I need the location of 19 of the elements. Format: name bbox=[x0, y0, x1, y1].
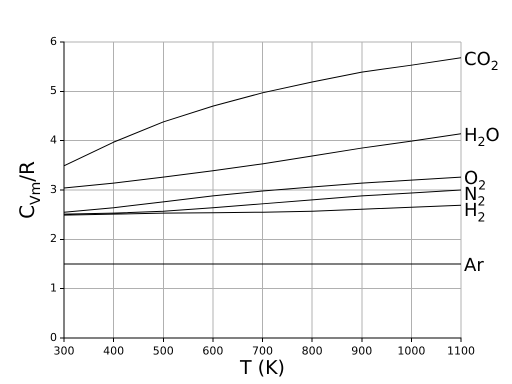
y-tick-label: 3 bbox=[50, 182, 57, 196]
y-tick-label: 4 bbox=[50, 134, 57, 147]
y-tick-label: 6 bbox=[50, 34, 57, 48]
x-tick-label: 300 bbox=[54, 344, 74, 358]
x-axis-title: T (K) bbox=[239, 357, 285, 379]
series-label: Ar bbox=[464, 255, 484, 276]
x-tick-label: 400 bbox=[103, 344, 124, 358]
y-tick-label: 1 bbox=[50, 282, 57, 295]
y-tick-label: 0 bbox=[50, 330, 57, 344]
x-tick-label: 700 bbox=[252, 344, 273, 358]
y-tick-label: 5 bbox=[50, 84, 57, 98]
x-tick-label: 1100 bbox=[447, 344, 475, 358]
x-tick-label: 800 bbox=[302, 344, 323, 358]
x-tick-label: 900 bbox=[351, 344, 372, 358]
x-tick-label: 500 bbox=[152, 344, 174, 358]
y-axis-title: CVm/R bbox=[15, 160, 44, 219]
x-tick-label: 1000 bbox=[397, 344, 426, 358]
x-tick-label: 600 bbox=[202, 344, 224, 358]
y-tick-label: 2 bbox=[50, 232, 57, 246]
